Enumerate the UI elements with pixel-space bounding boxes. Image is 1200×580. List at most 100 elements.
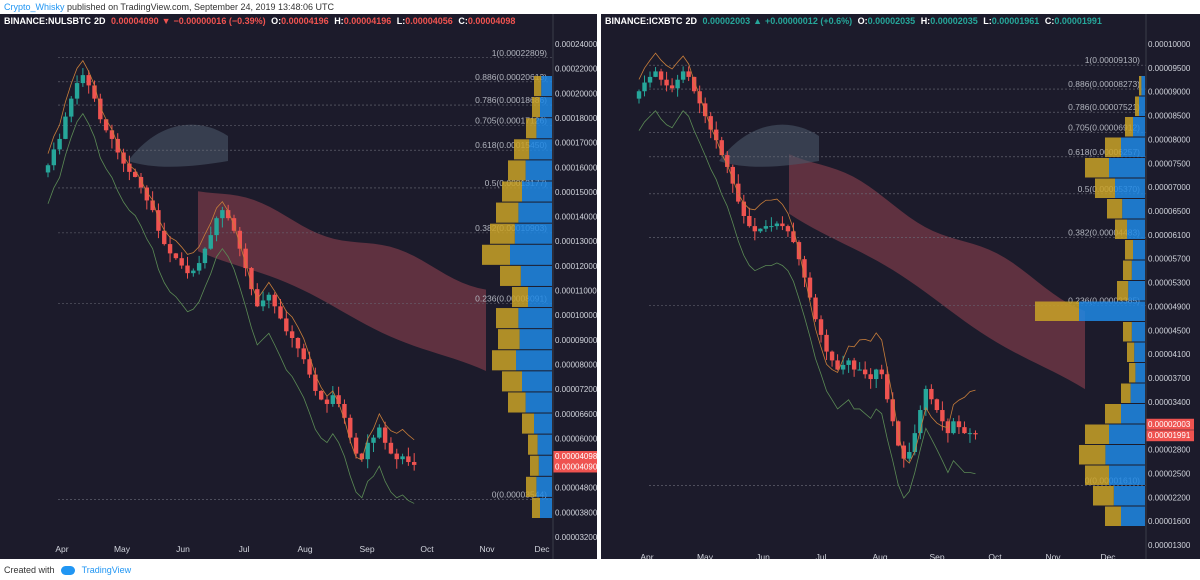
fib-level-label: 0.236(0.00008091) xyxy=(475,294,547,304)
candle-body xyxy=(873,369,879,380)
price-axis-tick: 0.00015000 xyxy=(555,188,597,197)
lagging-span-line xyxy=(638,110,976,499)
volume-profile-bar xyxy=(1093,486,1114,506)
candle-body xyxy=(868,374,873,380)
chart-panel-right[interactable]: BINANCE:ICXBTC 2D 0.00002003 ▲ +0.00000012 … xyxy=(601,14,1200,559)
volume-profile-bar xyxy=(500,265,521,286)
interval[interactable]: 2D xyxy=(685,16,698,26)
price-badge-label: 0.00001991 xyxy=(1148,431,1191,440)
candle-body xyxy=(98,98,103,120)
ohlc-open: 0.00002035 xyxy=(867,16,916,26)
price-axis-tick: 0.00010000 xyxy=(555,311,597,320)
volume-profile-bar xyxy=(492,350,516,371)
candle-body xyxy=(791,231,796,243)
chart-panel-left[interactable]: BINANCE:NULSBTC 2D 0.00004090 ▼ −0.00000016… xyxy=(0,14,597,559)
chart-canvas[interactable]: 1(0.00009130) 0.886(0.00008273) 0.786(0.00… xyxy=(601,14,1200,559)
last-price: 0.00004090 xyxy=(111,16,159,26)
candle-body xyxy=(406,456,411,463)
price-axis-tick: 0.00007500 xyxy=(1148,159,1191,168)
candle-body xyxy=(162,230,167,245)
candle-body xyxy=(907,452,912,459)
price-axis-tick: 0.00008500 xyxy=(1148,112,1191,121)
candle-body xyxy=(747,216,752,227)
time-axis-tick: May xyxy=(114,544,131,554)
volume-profile-bar xyxy=(1125,117,1133,137)
time-axis-tick: Aug xyxy=(872,552,887,559)
symbol-name[interactable]: BINANCE:NULSBTC xyxy=(4,16,91,26)
ichimoku-cloud-bull xyxy=(719,124,819,167)
candle-body xyxy=(196,263,202,271)
time-axis-tick: Nov xyxy=(1045,552,1061,559)
candle-body xyxy=(377,427,382,438)
volume-profile-bar xyxy=(1085,465,1109,485)
panel-divider xyxy=(597,14,601,559)
volume-profile-bar xyxy=(1085,424,1109,444)
candle-body xyxy=(752,226,758,232)
candle-body xyxy=(840,364,846,370)
time-axis-tick: Dec xyxy=(534,544,550,554)
candle-body xyxy=(890,399,895,422)
candle-body xyxy=(208,235,213,249)
time-axis-tick: May xyxy=(697,552,714,559)
candle-body xyxy=(956,421,962,428)
chart-canvas[interactable]: 1(0.00022809) 0.886(0.00020613) 0.786(0.00… xyxy=(0,14,597,559)
volume-profile-bar xyxy=(537,434,552,455)
candle-body xyxy=(686,71,691,77)
candle-body xyxy=(45,165,51,173)
candle-body xyxy=(359,453,365,460)
volume-profile-bar xyxy=(518,202,552,223)
candle-body xyxy=(266,294,272,301)
candle-body xyxy=(807,277,813,298)
candle-body xyxy=(127,163,132,172)
price-axis-tick: 0.00008000 xyxy=(555,360,597,369)
price-axis-tick: 0.00024000 xyxy=(555,40,597,49)
volume-profile-bar xyxy=(518,308,552,329)
candle-body xyxy=(929,388,934,400)
candle-body xyxy=(138,176,144,188)
volume-profile-bar xyxy=(1131,260,1145,280)
candle-body xyxy=(278,306,283,319)
candle-body xyxy=(642,82,647,92)
symbol-name[interactable]: BINANCE:ICXBTC xyxy=(605,16,683,26)
candle-body xyxy=(658,71,664,80)
volume-profile-bar xyxy=(1125,240,1133,260)
volume-profile-bar xyxy=(1139,96,1145,116)
price-axis-tick: 0.00009000 xyxy=(555,336,597,345)
candle-body xyxy=(697,91,702,104)
volume-profile-bar xyxy=(529,139,552,160)
candle-body xyxy=(365,442,370,460)
candle-body xyxy=(785,226,791,232)
volume-profile-bar xyxy=(530,455,539,476)
candle-body xyxy=(962,427,967,434)
time-axis-tick: Apr xyxy=(55,544,68,554)
tradingview-link[interactable]: TradingView xyxy=(81,565,132,575)
candle-body xyxy=(829,351,835,361)
author-link[interactable]: Crypto_Whisky xyxy=(4,2,65,12)
candle-body xyxy=(769,226,774,228)
interval[interactable]: 2D xyxy=(94,16,106,26)
candle-body xyxy=(353,437,359,454)
fib-level-label: 0.705(0.00006912) xyxy=(1068,123,1140,133)
price-axis-tick: 0.00006500 xyxy=(1148,207,1191,216)
candle-body xyxy=(121,152,126,164)
volume-profile-bar xyxy=(1139,76,1142,96)
candle-body xyxy=(92,85,97,99)
ohlc-low: 0.00001961 xyxy=(991,16,1040,26)
candle-body xyxy=(336,395,341,404)
volume-profile-bar xyxy=(1134,342,1145,362)
candle-body xyxy=(802,259,807,278)
volume-profile-bar xyxy=(534,413,552,434)
candle-body xyxy=(846,360,851,365)
volume-profile-bar xyxy=(1121,506,1145,526)
candle-body xyxy=(243,248,248,269)
volume-profile-bar xyxy=(502,371,522,392)
price-axis-tick: 0.00010000 xyxy=(1148,40,1191,49)
candle-body xyxy=(225,210,231,219)
volume-profile-bar xyxy=(536,118,552,139)
price-axis-tick: 0.00016000 xyxy=(555,163,597,172)
volume-profile-bar xyxy=(508,160,526,181)
fib-level-label: 0.786(0.00018686) xyxy=(475,95,547,105)
candle-body xyxy=(879,369,884,375)
volume-profile-bar xyxy=(1109,424,1145,444)
candle-body xyxy=(202,248,208,264)
